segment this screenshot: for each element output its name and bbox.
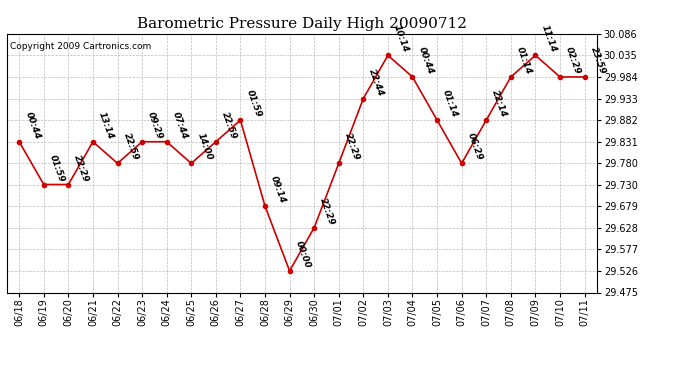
Text: 22:44: 22:44 bbox=[368, 67, 386, 97]
Text: 07:44: 07:44 bbox=[171, 110, 189, 140]
Text: 09:29: 09:29 bbox=[146, 110, 164, 140]
Text: 22:29: 22:29 bbox=[318, 196, 337, 226]
Text: 23:59: 23:59 bbox=[589, 46, 607, 75]
Text: 00:44: 00:44 bbox=[417, 46, 435, 75]
Text: Copyright 2009 Cartronics.com: Copyright 2009 Cartronics.com bbox=[10, 42, 151, 51]
Text: 00:44: 00:44 bbox=[23, 110, 41, 140]
Text: 22:59: 22:59 bbox=[220, 110, 238, 140]
Text: 10:14: 10:14 bbox=[392, 24, 411, 54]
Text: 09:14: 09:14 bbox=[269, 175, 288, 205]
Text: 01:14: 01:14 bbox=[515, 46, 533, 75]
Text: 11:14: 11:14 bbox=[540, 24, 558, 54]
Text: 01:59: 01:59 bbox=[244, 89, 263, 119]
Text: 13:14: 13:14 bbox=[97, 110, 115, 140]
Title: Barometric Pressure Daily High 20090712: Barometric Pressure Daily High 20090712 bbox=[137, 17, 467, 31]
Text: 14:00: 14:00 bbox=[195, 132, 214, 162]
Text: 22:14: 22:14 bbox=[491, 89, 509, 119]
Text: 22:29: 22:29 bbox=[343, 132, 361, 162]
Text: 22:59: 22:59 bbox=[121, 132, 140, 162]
Text: 02:29: 02:29 bbox=[564, 46, 582, 75]
Text: 06:29: 06:29 bbox=[466, 132, 484, 162]
Text: 01:59: 01:59 bbox=[48, 153, 66, 183]
Text: 22:29: 22:29 bbox=[72, 153, 91, 183]
Text: 01:14: 01:14 bbox=[441, 89, 460, 119]
Text: 00:00: 00:00 bbox=[294, 240, 312, 270]
